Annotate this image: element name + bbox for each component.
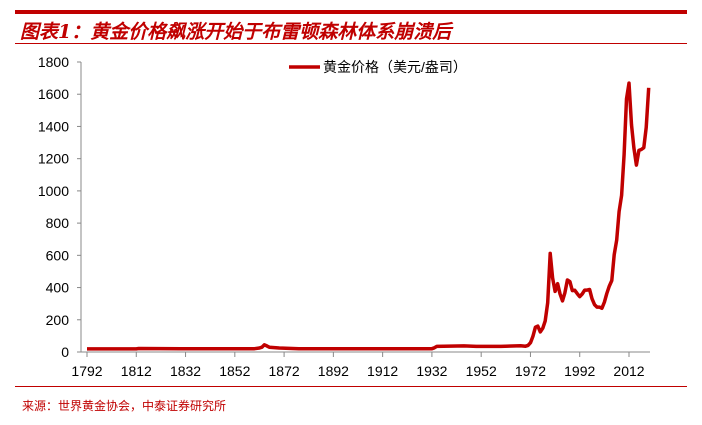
y-tick-label: 1200 [38,151,69,167]
x-tick-label: 1912 [367,363,398,379]
gold-price-line [87,81,651,351]
x-tick-label: 1852 [219,363,250,379]
x-tick-label: 1792 [71,363,102,379]
y-tick-label: 1400 [38,118,69,134]
y-tick-label: 600 [46,247,70,263]
y-tick-label: 200 [46,312,70,328]
y-tick-label: 1800 [38,54,69,70]
x-tick-label: 1872 [269,363,300,379]
y-tick-label: 400 [46,280,70,296]
x-tick-label: 1812 [121,363,152,379]
title-rule [15,43,687,44]
y-tick-label: 800 [46,215,70,231]
x-tick-label: 1932 [416,363,447,379]
legend-label: 黄金价格（美元/盎司） [323,59,467,75]
figure-title: 图表1：黄金价格飙涨开始于布雷顿森林体系崩溃后 [20,21,452,43]
x-tick-label: 2012 [613,363,644,379]
x-tick-label: 1972 [515,363,546,379]
x-tick-label: 1952 [466,363,497,379]
y-tick-label: 1600 [38,86,69,102]
x-tick-label: 1892 [318,363,349,379]
x-tick-label: 1992 [564,363,595,379]
top-rule [15,10,687,14]
x-tick-label: 1832 [170,363,201,379]
source-note: 来源：世界黄金协会，中泰证券研究所 [22,399,227,413]
bottom-rule [15,386,687,387]
y-tick-label: 0 [61,344,69,360]
y-tick-label: 1000 [38,183,69,199]
